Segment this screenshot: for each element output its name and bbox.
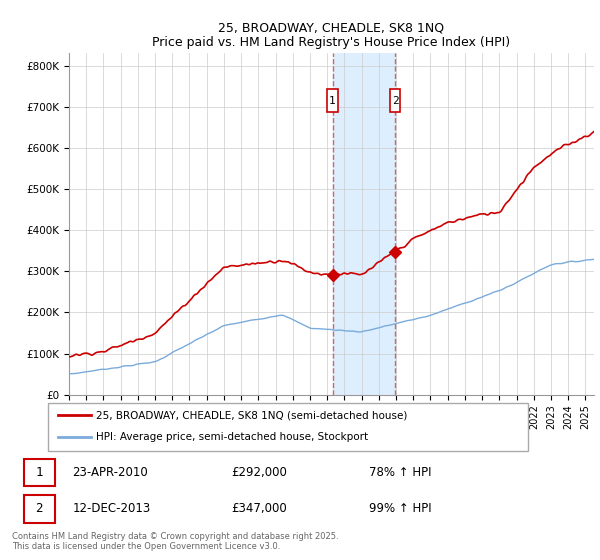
FancyBboxPatch shape — [328, 89, 338, 112]
Text: 2: 2 — [35, 502, 43, 515]
Text: 1: 1 — [329, 96, 336, 105]
Text: 12-DEC-2013: 12-DEC-2013 — [73, 502, 151, 515]
Text: Contains HM Land Registry data © Crown copyright and database right 2025.
This d: Contains HM Land Registry data © Crown c… — [12, 532, 338, 552]
Bar — [332, 53, 395, 395]
FancyBboxPatch shape — [48, 403, 528, 451]
Text: 25, BROADWAY, CHEADLE, SK8 1NQ (semi-detached house): 25, BROADWAY, CHEADLE, SK8 1NQ (semi-det… — [96, 410, 407, 420]
Text: 78% ↑ HPI: 78% ↑ HPI — [369, 466, 431, 479]
FancyBboxPatch shape — [23, 495, 55, 522]
Text: 99% ↑ HPI: 99% ↑ HPI — [369, 502, 432, 515]
FancyBboxPatch shape — [390, 89, 400, 112]
Text: £292,000: £292,000 — [231, 466, 287, 479]
Text: HPI: Average price, semi-detached house, Stockport: HPI: Average price, semi-detached house,… — [96, 432, 368, 442]
Title: 25, BROADWAY, CHEADLE, SK8 1NQ
Price paid vs. HM Land Registry's House Price Ind: 25, BROADWAY, CHEADLE, SK8 1NQ Price pai… — [152, 21, 511, 49]
Text: 23-APR-2010: 23-APR-2010 — [73, 466, 148, 479]
Text: £347,000: £347,000 — [231, 502, 287, 515]
Text: 2: 2 — [392, 96, 398, 105]
Text: 1: 1 — [35, 466, 43, 479]
FancyBboxPatch shape — [23, 459, 55, 486]
